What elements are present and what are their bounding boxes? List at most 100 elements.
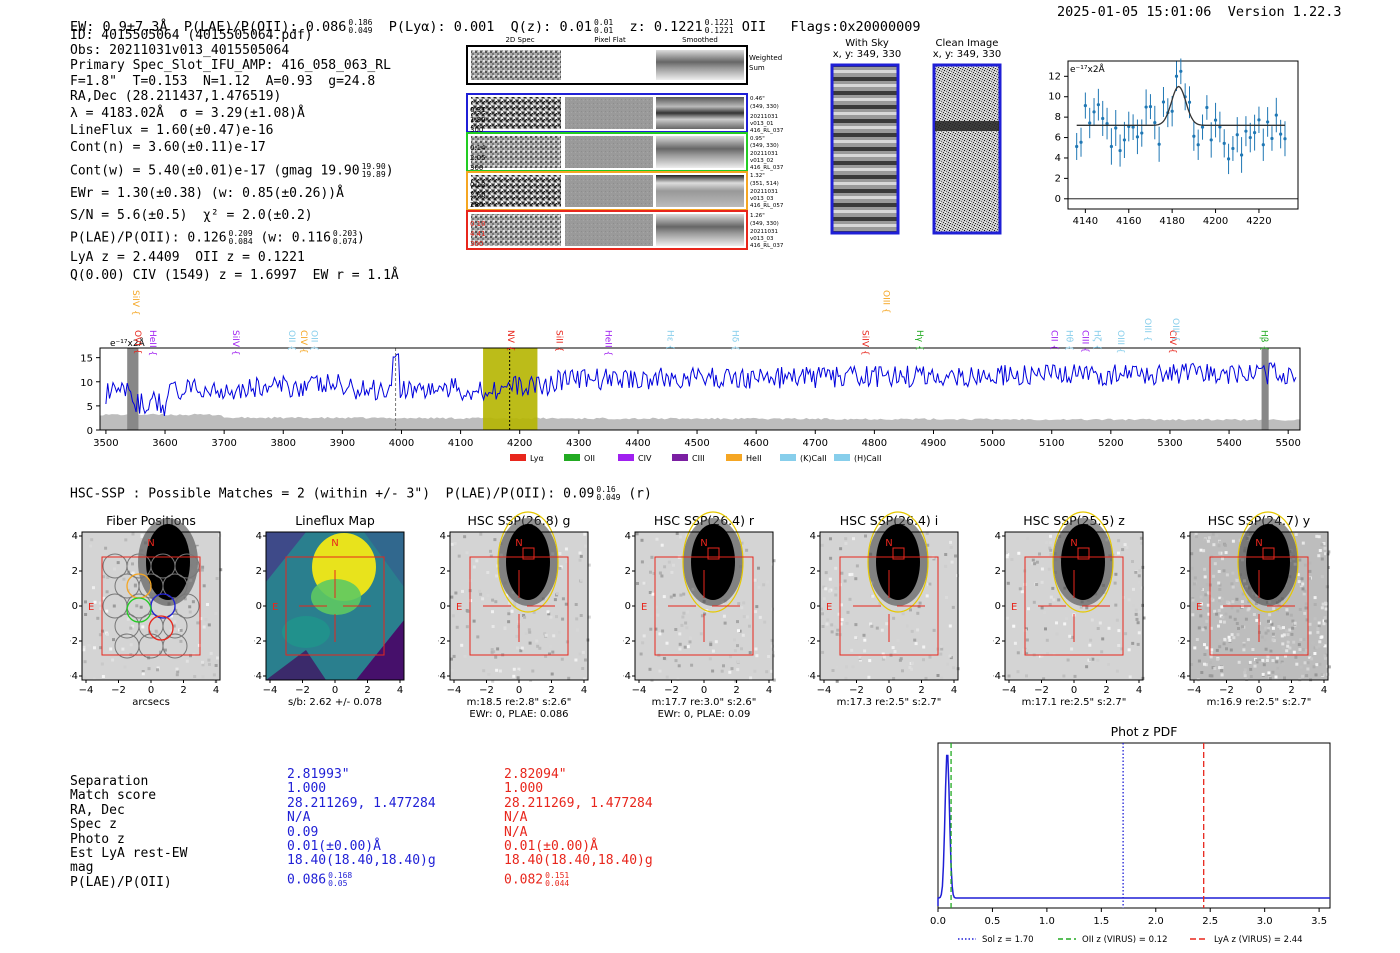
- hsc-noise-pixel: [901, 612, 905, 616]
- hsc-noise-pixel: [490, 650, 494, 654]
- hsc-noise-pixel: [1233, 617, 1237, 621]
- hsc-noise-pixel: [830, 623, 834, 627]
- hsc-noise-pixel: [1215, 534, 1219, 538]
- hsc-noise-pixel: [1306, 667, 1310, 671]
- legend-label: (K)CaII: [800, 454, 827, 463]
- hsc-noise-pixel: [1231, 585, 1235, 589]
- hsc-panel-sub2: EWr: 0, PLAE: 0.09: [658, 709, 751, 720]
- info-fstat: F=1.8" T=0.153 N=1.12 A=0.93 g=24.8: [70, 73, 376, 89]
- line-window-highlight: [483, 348, 538, 430]
- hsc-noise-pixel: [736, 668, 740, 672]
- hsc-noise-pixel: [1032, 600, 1036, 604]
- hsc-noise-pixel: [828, 577, 832, 581]
- with-sky-title: With Sky x, y: 349, 330: [822, 38, 912, 60]
- emission-line-label: OIII {: [880, 290, 890, 314]
- hsc-noise-pixel: [642, 634, 646, 638]
- hsc-noise-pixel: [703, 612, 707, 616]
- zoom-data-point: [1170, 109, 1174, 113]
- hsc-noise-pixel: [1321, 643, 1325, 646]
- hsc-noise-pixel: [1025, 638, 1029, 642]
- hsc-noise-pixel: [1320, 635, 1324, 639]
- label-mag: mag: [70, 860, 94, 876]
- hsc-noise-pixel: [212, 673, 216, 677]
- hsc-noise-pixel: [1134, 608, 1138, 612]
- legend-swatch: [564, 454, 580, 461]
- hsc-noise-pixel: [1298, 607, 1302, 611]
- hsc-noise-pixel: [1017, 551, 1021, 555]
- hsc-noise-pixel: [1201, 628, 1205, 632]
- row0-right-3: v013_01: [750, 121, 774, 127]
- search-box: [1024, 556, 1124, 656]
- hsc-noise-pixel: [1285, 608, 1289, 612]
- hsc-noise-pixel: [834, 593, 838, 597]
- photz-x-tick-label: 0.5: [984, 916, 1000, 927]
- hsc-noise-pixel: [770, 669, 774, 673]
- hsc-noise-pixel: [1268, 613, 1272, 617]
- hsc-noise-pixel: [492, 650, 496, 654]
- zoom-data-point: [1283, 137, 1287, 141]
- hsc-noise-pixel: [654, 627, 658, 631]
- hsc-noise-pixel: [1205, 583, 1209, 587]
- hsc-noise-pixel: [700, 614, 704, 618]
- hsc-noise-pixel: [829, 556, 833, 560]
- hsc-noise-pixel: [1299, 584, 1303, 588]
- with-sky-title-text: With Sky: [845, 38, 889, 49]
- hsc-noise-pixel: [123, 665, 127, 669]
- hsc-noise-pixel: [1277, 602, 1281, 606]
- hsc-noise-pixel: [910, 667, 914, 671]
- hsc-noise-pixel: [1006, 616, 1009, 620]
- hsc-noise-pixel: [850, 648, 854, 652]
- hsc-noise-pixel: [175, 630, 179, 634]
- hsc-noise-pixel: [496, 647, 500, 651]
- hsc-noise-pixel: [106, 632, 109, 636]
- hsc-noise-pixel: [1281, 646, 1285, 650]
- hsc-noise-pixel: [1206, 591, 1210, 595]
- hsc-x-tick-label: −2: [479, 685, 494, 696]
- zoom-data-point: [1144, 105, 1148, 109]
- hsc-x-tick-label: 4: [1136, 685, 1142, 696]
- hsc-noise-pixel: [196, 546, 200, 550]
- zoom-data-point: [1235, 133, 1239, 137]
- hsc-noise-pixel: [843, 579, 847, 583]
- hsc-noise-pixel: [544, 633, 548, 637]
- hsc-x-tick-label: −2: [849, 685, 864, 696]
- hsc-noise-pixel: [745, 548, 749, 552]
- photz-x-tick-label: 0.0: [930, 916, 946, 927]
- compass-north: N: [147, 538, 154, 549]
- hsc-noise-pixel: [1301, 582, 1305, 586]
- legend-label: CIV: [638, 454, 652, 463]
- hsc-noise-pixel: [641, 641, 645, 645]
- galaxy-aperture: [1052, 511, 1114, 613]
- hsc-noise-pixel: [1308, 653, 1311, 657]
- hsc-noise-pixel: [189, 654, 192, 658]
- hsc-noise-pixel: [863, 638, 867, 642]
- info-lineflux: LineFlux = 1.60(±0.47)e-16: [70, 123, 274, 139]
- hsc-noise-pixel: [829, 537, 832, 541]
- hsc-noise-pixel: [1042, 677, 1046, 681]
- hsc-noise-pixel: [1317, 644, 1321, 648]
- lineflux-mid: [311, 579, 361, 615]
- hsc-noise-pixel: [1006, 581, 1010, 585]
- info-ewr: EWr = 1.30(±0.38) (w: 0.85(±0.26))Å: [70, 185, 344, 201]
- hsc-noise-pixel: [821, 625, 825, 628]
- hsc-y-tick-label: 2: [810, 566, 816, 577]
- hsc-noise-pixel: [939, 644, 943, 648]
- full-x-tick-label: 4200: [507, 438, 532, 449]
- hsc-noise-pixel: [1070, 647, 1074, 651]
- header-qz: Q(z): 0.01: [510, 19, 592, 35]
- hsc-noise-pixel: [1013, 641, 1017, 645]
- hsc-noise-pixel: [770, 607, 774, 611]
- hsc-noise-pixel: [678, 647, 682, 651]
- hsc-noise-pixel: [1249, 675, 1253, 678]
- hsc-noise-pixel: [455, 625, 459, 629]
- legend-label: Lyα: [530, 454, 544, 463]
- hsc-noise-pixel: [1055, 621, 1058, 625]
- zoom-data-point: [1279, 132, 1283, 136]
- hsc-noise-pixel: [916, 611, 920, 615]
- hsc-y-tick-label: −2: [438, 636, 446, 647]
- hsc-noise-pixel: [1225, 600, 1229, 604]
- info-id: ID: 4015505064 (4015505064.pdf): [70, 28, 313, 43]
- hsc-noise-pixel: [470, 553, 474, 557]
- hsc-noise-pixel: [1305, 639, 1309, 642]
- hsc-noise-pixel: [661, 629, 665, 633]
